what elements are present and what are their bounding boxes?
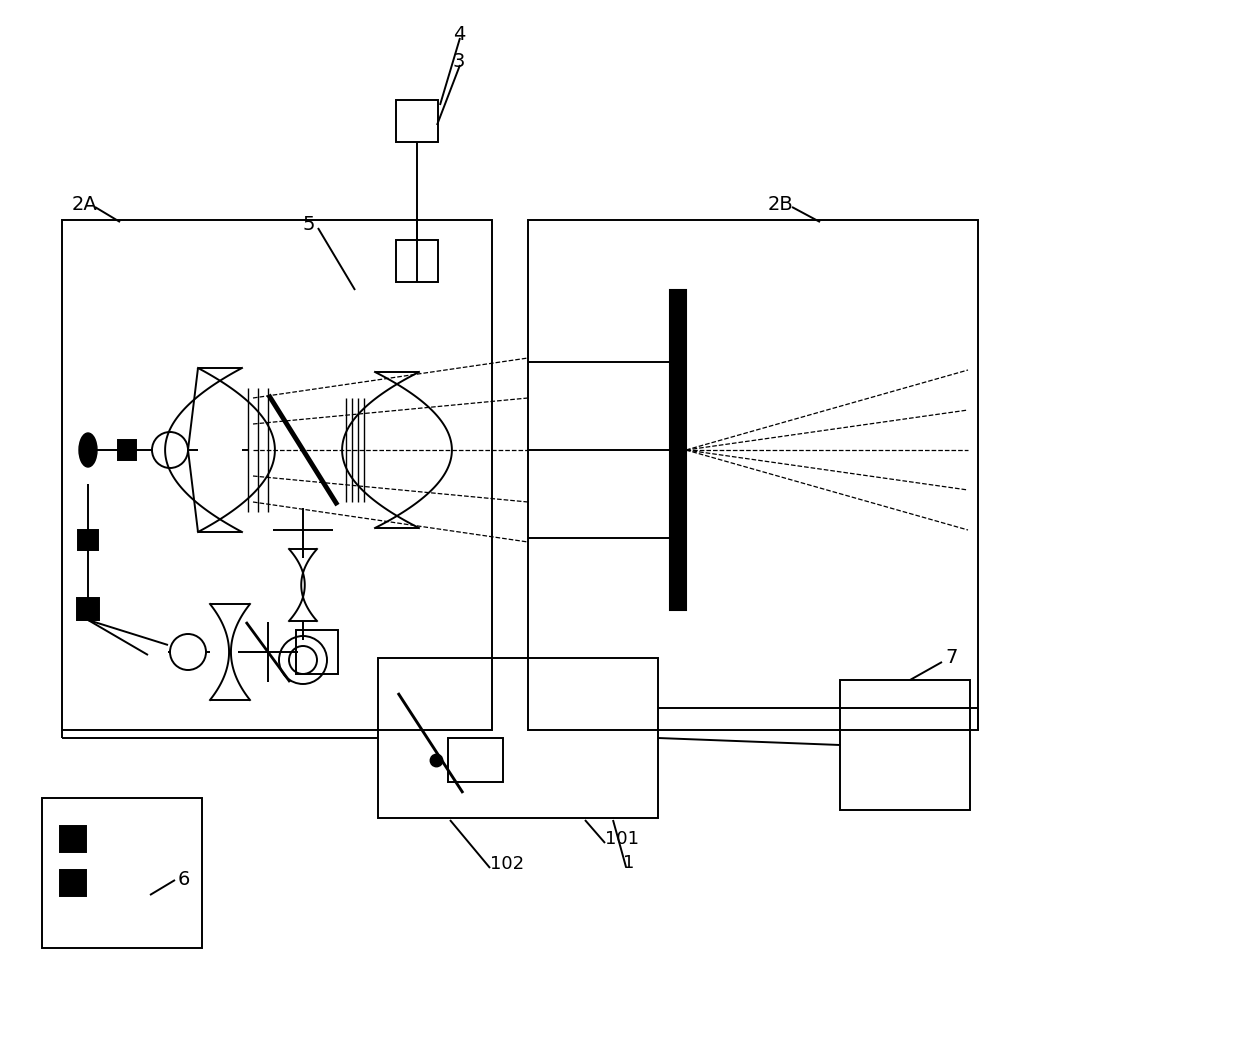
Bar [60,870,86,896]
Text: 2A: 2A [72,195,98,214]
Ellipse shape [79,433,97,467]
Bar [396,240,438,282]
Bar [77,598,99,620]
Bar [448,738,503,782]
Bar [62,220,492,730]
Bar [378,658,658,818]
Text: 5: 5 [303,215,315,234]
Bar [528,220,978,730]
Bar [60,826,86,852]
Text: 4: 4 [453,25,465,44]
Text: 101: 101 [605,830,639,848]
Text: 6: 6 [179,870,191,889]
Text: 3: 3 [453,52,465,71]
Text: 1: 1 [622,854,635,872]
Bar [118,439,136,460]
Bar [396,100,438,142]
Bar [78,530,98,550]
Text: 2B: 2B [768,195,794,214]
Text: 7: 7 [945,648,957,667]
Bar [296,630,339,674]
Bar [42,798,202,948]
Bar [670,290,686,610]
Bar [839,680,970,810]
Text: 102: 102 [490,855,525,873]
